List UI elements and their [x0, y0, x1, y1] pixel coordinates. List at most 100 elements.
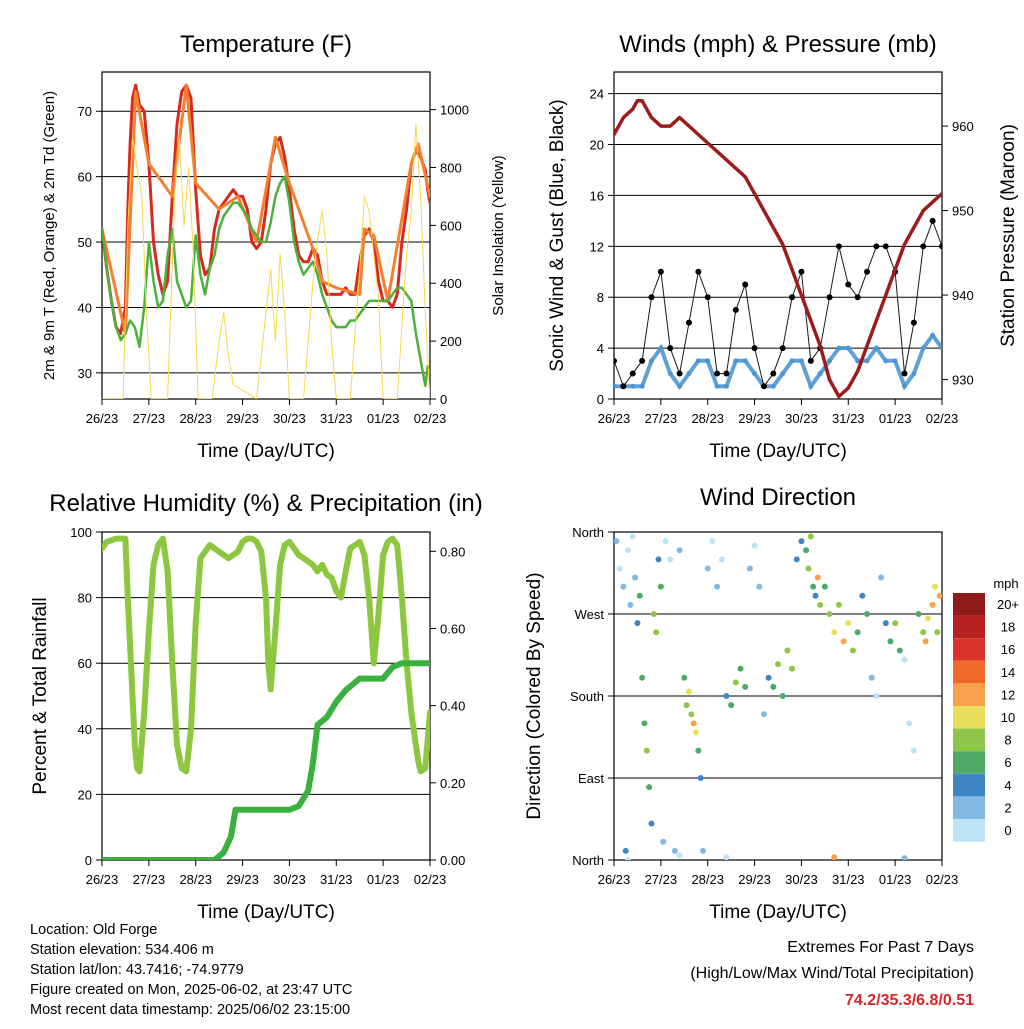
extremes-title: Extremes For Past 7 Days [787, 939, 974, 956]
y-axis-label: Percent & Total Rainfall [30, 597, 51, 794]
y-axis-label: Sonic Wind & Gust (Blue, Black) [547, 99, 568, 371]
series-wind-point [892, 358, 898, 364]
y2-tick-label: 960 [952, 119, 974, 134]
y-tick-label: 20 [590, 138, 604, 153]
series-wind-point [930, 332, 936, 338]
y2-tick-label: 0.20 [440, 776, 465, 791]
direction-point [643, 747, 650, 754]
y-tick-label: 50 [78, 235, 92, 250]
series-layer [614, 98, 942, 399]
direction-point [718, 556, 725, 563]
series-gust-point [742, 281, 749, 288]
chart-title: Relative Humidity (%) & Precipitation (i… [49, 490, 482, 517]
x-tick-label: 02/23 [414, 411, 447, 426]
colorbar-swatch [953, 728, 985, 752]
series-gust-point [676, 370, 683, 377]
series-t2m [102, 83, 430, 336]
y-tick-label: 40 [78, 722, 92, 737]
series-gust-point [798, 268, 805, 275]
series-wind-point [742, 358, 748, 364]
direction-point [882, 620, 889, 627]
x-tick-label: 27/23 [645, 872, 678, 887]
colorbar-label: 18 [1001, 620, 1015, 635]
colorbar-swatch [953, 819, 985, 842]
x-tick-label: 31/23 [320, 411, 353, 426]
y-tick-label: 0 [85, 853, 92, 868]
series-gust-point [939, 243, 942, 250]
direction-point [873, 693, 880, 699]
series-gust-point [695, 268, 702, 275]
y-tick-label: 80 [78, 591, 92, 606]
direction-point [821, 583, 828, 590]
y-tick-label: 0 [597, 392, 604, 407]
y2-tick-label: 800 [440, 160, 462, 175]
series-wind-point [733, 358, 739, 364]
y-tick-label: 16 [590, 188, 604, 203]
direction-point [636, 592, 643, 599]
colorbar-label: 8 [1004, 733, 1011, 748]
x-tick-label: 02/23 [926, 411, 959, 426]
x-tick-label: 27/23 [133, 872, 166, 887]
colorbar-swatch [953, 796, 985, 819]
direction-point [803, 547, 810, 554]
x-tick-label: 30/23 [785, 411, 818, 426]
direction-point [915, 611, 922, 617]
y-tick-label: 60 [78, 170, 92, 185]
series-gust-point [845, 281, 852, 288]
chart-panel-3: Relative Humidity (%) & Precipitation (i… [30, 490, 483, 923]
series-wind-point [798, 358, 804, 364]
series-gust-point [864, 268, 871, 275]
direction-point [814, 574, 821, 581]
series-wind-point [630, 383, 636, 389]
series-pressure [614, 98, 942, 399]
series-gust-line [614, 219, 942, 388]
direction-point [728, 702, 735, 709]
x-tick-label: 31/23 [832, 411, 865, 426]
y2-tick-label: 0.80 [440, 544, 465, 559]
direction-point [732, 679, 739, 686]
series-gust-point [732, 306, 739, 313]
y-axis-label: 2m & 9m T (Red, Orange) & 2m Td (Green) [41, 91, 58, 380]
series-gust-point [629, 370, 636, 377]
chart-title: Wind Direction [700, 484, 856, 511]
direction-point [779, 693, 786, 699]
direction-point [831, 854, 838, 860]
direction-point [685, 688, 692, 695]
latlon-text: Station lat/lon: 43.7416; -74.9779 [30, 962, 244, 978]
colorbar-label: 16 [1001, 642, 1015, 657]
series-wind-point [789, 358, 795, 364]
y-tick-label: East [578, 771, 604, 786]
series-layer [102, 83, 430, 399]
y-tick-label: 24 [590, 87, 604, 102]
direction-point [756, 583, 763, 590]
direction-point [737, 665, 744, 672]
series-wind-point [836, 345, 842, 351]
series-gust-point [667, 345, 674, 352]
y2-tick-label: 930 [952, 373, 974, 388]
y2-axis-label: Station Pressure (Maroon) [998, 124, 1019, 347]
direction-point [683, 702, 690, 709]
y2-axis-label: Solar Insolation (Yellow) [490, 155, 507, 315]
direction-point [826, 611, 833, 617]
series-gust-point [789, 294, 796, 301]
extremes-values: 74.2/35.3/6.8/0.51 [845, 992, 974, 1009]
series-gust-point [704, 294, 711, 301]
y-tick-label: 30 [78, 366, 92, 381]
direction-point [775, 661, 781, 668]
direction-point [657, 583, 664, 590]
direction-point [709, 538, 716, 545]
y2-tick-label: 940 [952, 288, 974, 303]
series-rh [102, 535, 430, 775]
series-layer [614, 533, 942, 860]
direction-point [629, 533, 636, 540]
x-tick-label: 01/23 [879, 411, 912, 426]
colorbar-label: 4 [1004, 778, 1011, 793]
direction-point [714, 583, 721, 590]
series-wind-point [639, 383, 645, 389]
x-tick-label: 29/23 [738, 872, 771, 887]
colorbar-label: 10 [1001, 710, 1015, 725]
direction-point [697, 775, 704, 781]
colorbar-swatch [953, 751, 985, 774]
series-gust-point [854, 294, 861, 301]
direction-point [639, 674, 646, 681]
